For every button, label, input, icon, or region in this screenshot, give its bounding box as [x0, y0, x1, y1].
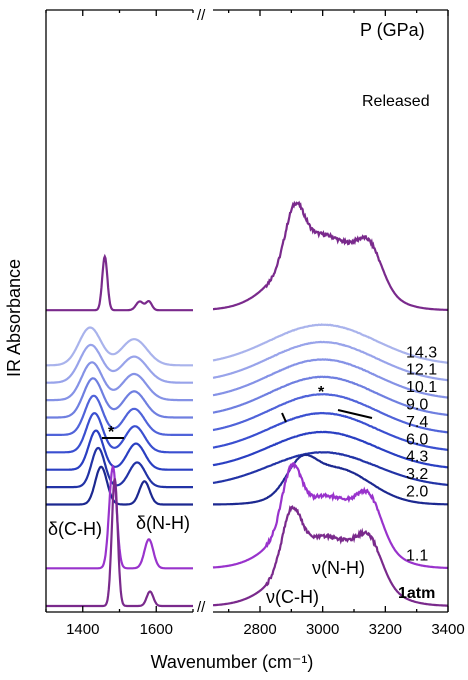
series-line-1-1-high [212, 462, 448, 570]
pressure-header-label: P (GPa) [360, 20, 425, 40]
series-line-12-1-low [46, 343, 193, 384]
nu-ch-annotation: ν(C-H) [266, 587, 319, 607]
series-label-Released: Released [362, 93, 430, 110]
series-line-4-3-low [46, 429, 193, 471]
series-line-14-3-high [212, 323, 449, 364]
axes-layer: 1400 1600 2800 3000 3200 3400 [45, 9, 465, 638]
axis-break-marker-top: // [197, 7, 206, 24]
series-line-6-0-low [46, 412, 193, 454]
spectra-layer: Released 14.312.110.19.07.46.04.33.22.0 1.… [46, 93, 449, 608]
series-line-9-0-high [212, 375, 449, 417]
x-tick-label-3000: 3000 [306, 621, 339, 638]
series-line-2-0-high [213, 453, 448, 506]
delta-ch-annotation: δ(C-H) [48, 519, 102, 539]
x-axis-title: Wavenumber (cm⁻¹) [151, 652, 314, 672]
series-line-14-3-low [46, 326, 193, 367]
series-line-1atm-high [213, 505, 448, 607]
series-line-10-1-low [46, 361, 193, 402]
x-tick-label-3400: 3400 [431, 621, 464, 638]
shift-arrow-right-line [337, 409, 373, 419]
series-label-4-3: 4.3 [406, 449, 428, 466]
x-tick-label-1600: 1600 [140, 621, 173, 638]
nu-nh-annotation: ν(N-H) [312, 558, 365, 578]
series-label-2-0: 2.0 [406, 484, 428, 501]
series-label-3-2: 3.2 [406, 466, 428, 483]
series-line-10-1-high [212, 358, 449, 399]
star-marker-left: * [108, 424, 115, 441]
series-line-7-4-low [46, 394, 193, 436]
shift-arrow-center-left-line [281, 412, 287, 423]
series-label-7-4: 7.4 [406, 414, 428, 431]
series-line-12-1-high [212, 340, 449, 382]
series-line-1atm-low [46, 478, 193, 608]
series-label-1atm: 1atm [398, 585, 435, 602]
series-line-2-0-low [46, 465, 193, 506]
y-axis-title: IR Absorbance [4, 259, 24, 377]
series-label-14-3: 14.3 [406, 344, 437, 361]
x-tick-label-3200: 3200 [369, 621, 402, 638]
series-line-7-4-high [212, 393, 449, 434]
series-line-Released-low [46, 253, 193, 312]
x-tick-label-1400: 1400 [66, 621, 99, 638]
series-line-9-0-low [46, 377, 193, 419]
series-line-3-2-low [46, 446, 193, 489]
series-line-6-0-high [212, 411, 448, 451]
series-label-10-1: 10.1 [406, 379, 437, 396]
series-line-4-3-high [212, 430, 448, 469]
series-label-1-1: 1.1 [406, 547, 428, 564]
star-marker-right: * [318, 384, 325, 401]
x-tick-label-2800: 2800 [243, 621, 276, 638]
series-line-Released-high [213, 200, 448, 311]
series-label-6-0: 6.0 [406, 431, 428, 448]
series-label-9-0: 9.0 [406, 397, 428, 414]
axis-break-marker-bottom: // [197, 599, 206, 616]
labels-layer: P (GPa) // // IR Absorbance Wavenumber (… [4, 7, 425, 672]
delta-nh-annotation: δ(N-H) [136, 513, 190, 533]
series-line-3-2-high [212, 451, 449, 486]
series-label-12-1: 12.1 [406, 362, 437, 379]
